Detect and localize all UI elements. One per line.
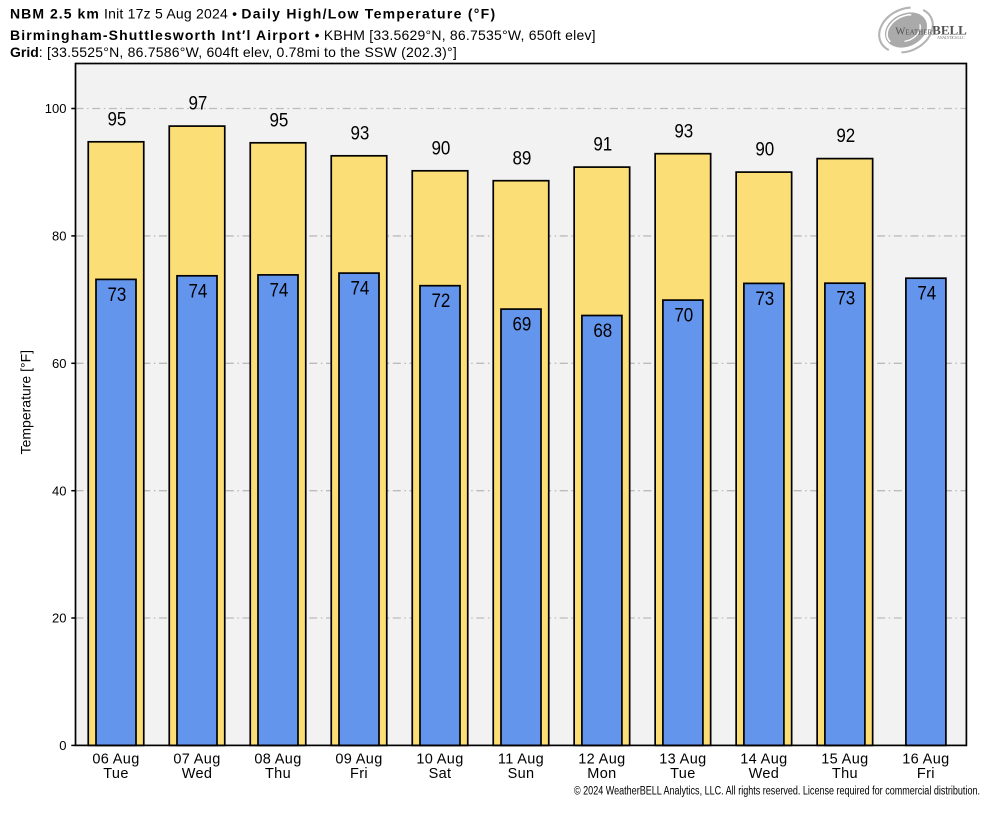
svg-text:97: 97 [188, 94, 207, 115]
svg-text:16 Aug: 16 Aug [902, 751, 949, 767]
svg-text:89: 89 [512, 148, 531, 169]
svg-text:74: 74 [269, 280, 288, 301]
svg-text:95: 95 [107, 109, 126, 130]
svg-text:13 Aug: 13 Aug [659, 751, 706, 767]
svg-text:73: 73 [107, 285, 126, 306]
svg-text:12 Aug: 12 Aug [578, 751, 625, 767]
svg-text:90: 90 [431, 138, 450, 159]
svg-text:Sat: Sat [429, 766, 452, 782]
svg-text:10 Aug: 10 Aug [416, 751, 463, 767]
svg-text:90: 90 [755, 140, 774, 161]
svg-text:93: 93 [350, 123, 369, 144]
svg-text:09 Aug: 09 Aug [335, 751, 382, 767]
svg-text:73: 73 [755, 289, 774, 310]
svg-text:68: 68 [593, 321, 612, 342]
svg-text:06 Aug: 06 Aug [92, 751, 139, 767]
svg-text:Wed: Wed [749, 766, 780, 782]
svg-text:Fri: Fri [917, 766, 935, 782]
svg-text:Birmingham-Shuttlesworth Int′l: Birmingham-Shuttlesworth Int′l Airport •… [10, 27, 596, 43]
svg-text:Thu: Thu [265, 766, 291, 782]
svg-text:Sun: Sun [508, 766, 535, 782]
svg-text:11 Aug: 11 Aug [498, 751, 544, 767]
svg-text:Tue: Tue [670, 766, 696, 782]
svg-text:© 2024 WeatherBELL Analytics,: © 2024 WeatherBELL Analytics, LLC. All r… [574, 785, 980, 797]
svg-text:08 Aug: 08 Aug [254, 751, 301, 767]
svg-text:ANALYTICS LLC: ANALYTICS LLC [937, 35, 965, 40]
svg-text:74: 74 [188, 281, 207, 302]
svg-text:80: 80 [52, 229, 66, 244]
svg-text:NBM 2.5 km Init 17z 5 Aug 2024: NBM 2.5 km Init 17z 5 Aug 2024 • Daily H… [10, 6, 496, 22]
svg-text:74: 74 [350, 279, 369, 300]
svg-text:Temperature [°F]: Temperature [°F] [17, 350, 33, 454]
svg-text:15 Aug: 15 Aug [821, 751, 868, 767]
svg-text:95: 95 [269, 110, 288, 131]
svg-text:70: 70 [674, 306, 693, 327]
svg-text:07 Aug: 07 Aug [173, 751, 220, 767]
svg-text:Wed: Wed [182, 766, 213, 782]
svg-text:69: 69 [512, 315, 531, 336]
svg-text:91: 91 [593, 135, 612, 156]
svg-text:Thu: Thu [832, 766, 858, 782]
svg-text:Tue: Tue [103, 766, 129, 782]
svg-text:0: 0 [59, 738, 66, 753]
svg-text:Fri: Fri [350, 766, 368, 782]
svg-text:14 Aug: 14 Aug [740, 751, 787, 767]
svg-text:Grid: [33.5525°N, 86.7586°W, 6: Grid: [33.5525°N, 86.7586°W, 604ft elev,… [10, 44, 457, 60]
svg-text:92: 92 [836, 126, 855, 147]
svg-text:74: 74 [917, 284, 936, 305]
svg-text:20: 20 [52, 611, 66, 626]
svg-text:40: 40 [52, 483, 66, 498]
svg-text:100: 100 [45, 101, 67, 116]
svg-text:93: 93 [674, 121, 693, 142]
svg-text:73: 73 [836, 289, 855, 310]
svg-text:60: 60 [52, 356, 66, 371]
svg-text:72: 72 [431, 291, 450, 312]
svg-text:Mon: Mon [587, 766, 616, 782]
